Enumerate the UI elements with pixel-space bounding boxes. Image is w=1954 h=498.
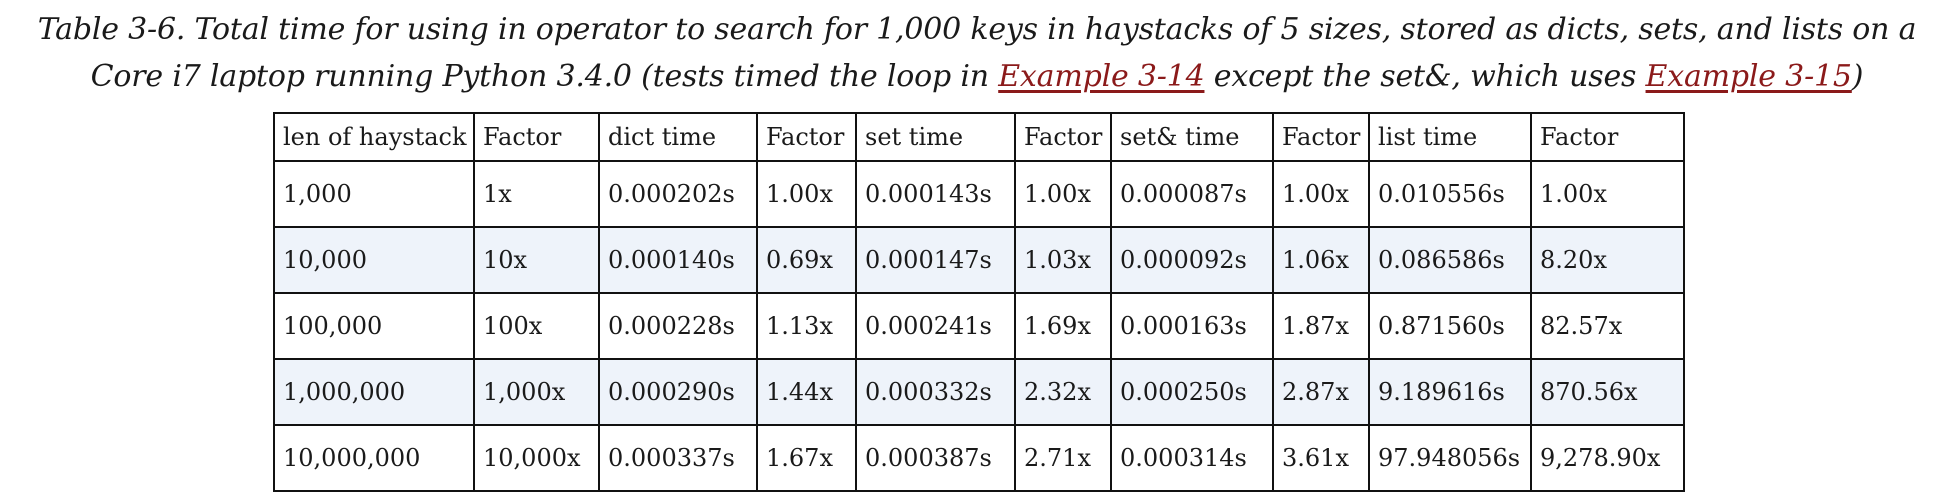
table-cell: 82.57x — [1530, 292, 1685, 360]
caption-text: except the set&, which uses — [1204, 59, 1646, 94]
table-cell: 1.87x — [1272, 292, 1370, 360]
header-cell: set& time — [1110, 112, 1274, 162]
table-cell: 2.71x — [1014, 424, 1112, 492]
table-cell: 2.87x — [1272, 358, 1370, 426]
table-row: 1,000 1x 0.000202s 1.00x 0.000143s 1.00x… — [273, 160, 1685, 228]
table-cell: 0.086586s — [1368, 226, 1532, 294]
table-cell: 10,000 — [273, 226, 475, 294]
table-cell: 9,278.90x — [1530, 424, 1685, 492]
table-cell: 1x — [473, 160, 600, 228]
table-cell: 1.00x — [756, 160, 857, 228]
table-cell: 0.000241s — [855, 292, 1016, 360]
table-cell: 0.000228s — [598, 292, 758, 360]
table-cell: 9.189616s — [1368, 358, 1532, 426]
table-cell: 0.000202s — [598, 160, 758, 228]
table-cell: 0.000250s — [1110, 358, 1274, 426]
header-cell: Factor — [473, 112, 600, 162]
table-row: 10,000,000 10,000x 0.000337s 1.67x 0.000… — [273, 424, 1685, 492]
header-cell: set time — [855, 112, 1016, 162]
table-cell: 0.000092s — [1110, 226, 1274, 294]
header-cell: dict time — [598, 112, 758, 162]
table-cell: 1.69x — [1014, 292, 1112, 360]
table-caption: Table 3-6. Total time for using in opera… — [0, 6, 1954, 100]
table-cell: 1.67x — [756, 424, 857, 492]
header-cell: Factor — [1530, 112, 1685, 162]
table-cell: 0.000290s — [598, 358, 758, 426]
table-cell: 1.03x — [1014, 226, 1112, 294]
table-row: 1,000,000 1,000x 0.000290s 1.44x 0.00033… — [273, 358, 1685, 426]
table-cell: 0.000143s — [855, 160, 1016, 228]
table-cell: 1,000x — [473, 358, 600, 426]
example-3-15-link[interactable]: Example 3-15 — [1645, 59, 1852, 94]
table-cell: 870.56x — [1530, 358, 1685, 426]
table-cell: 97.948056s — [1368, 424, 1532, 492]
header-cell: len of haystack — [273, 112, 475, 162]
example-3-14-link[interactable]: Example 3-14 — [998, 59, 1205, 94]
header-cell: Factor — [1272, 112, 1370, 162]
table-cell: 2.32x — [1014, 358, 1112, 426]
table-cell: 0.871560s — [1368, 292, 1532, 360]
header-cell: Factor — [1014, 112, 1112, 162]
table-cell: 10,000x — [473, 424, 600, 492]
table-cell: 1.06x — [1272, 226, 1370, 294]
table-row: 10,000 10x 0.000140s 0.69x 0.000147s 1.0… — [273, 226, 1685, 294]
table-cell: 1.00x — [1530, 160, 1685, 228]
table-cell: 1.00x — [1272, 160, 1370, 228]
caption-text: Table 3-6. Total time for using in opera… — [37, 12, 1917, 94]
table-cell: 0.000163s — [1110, 292, 1274, 360]
table-cell: 0.000140s — [598, 226, 758, 294]
table-cell: 3.61x — [1272, 424, 1370, 492]
table-cell: 100,000 — [273, 292, 475, 360]
table-cell: 1.44x — [756, 358, 857, 426]
table-cell: 8.20x — [1530, 226, 1685, 294]
table-cell: 0.000332s — [855, 358, 1016, 426]
table-cell: 1.00x — [1014, 160, 1112, 228]
timing-table: len of haystack Factor dict time Factor … — [273, 112, 1685, 492]
table-cell: 0.000314s — [1110, 424, 1274, 492]
table-cell: 100x — [473, 292, 600, 360]
table-cell: 0.000147s — [855, 226, 1016, 294]
table-cell: 0.69x — [756, 226, 857, 294]
table-cell: 10x — [473, 226, 600, 294]
table-cell: 10,000,000 — [273, 424, 475, 492]
table-cell: 0.000387s — [855, 424, 1016, 492]
table-cell: 1,000 — [273, 160, 475, 228]
table-header-row: len of haystack Factor dict time Factor … — [273, 112, 1685, 162]
header-cell: list time — [1368, 112, 1532, 162]
table-cell: 0.000337s — [598, 424, 758, 492]
table-cell: 1,000,000 — [273, 358, 475, 426]
table-cell: 0.010556s — [1368, 160, 1532, 228]
table-cell: 0.000087s — [1110, 160, 1274, 228]
caption-text: ) — [1851, 59, 1864, 94]
header-cell: Factor — [756, 112, 857, 162]
table-cell: 1.13x — [756, 292, 857, 360]
table-row: 100,000 100x 0.000228s 1.13x 0.000241s 1… — [273, 292, 1685, 360]
